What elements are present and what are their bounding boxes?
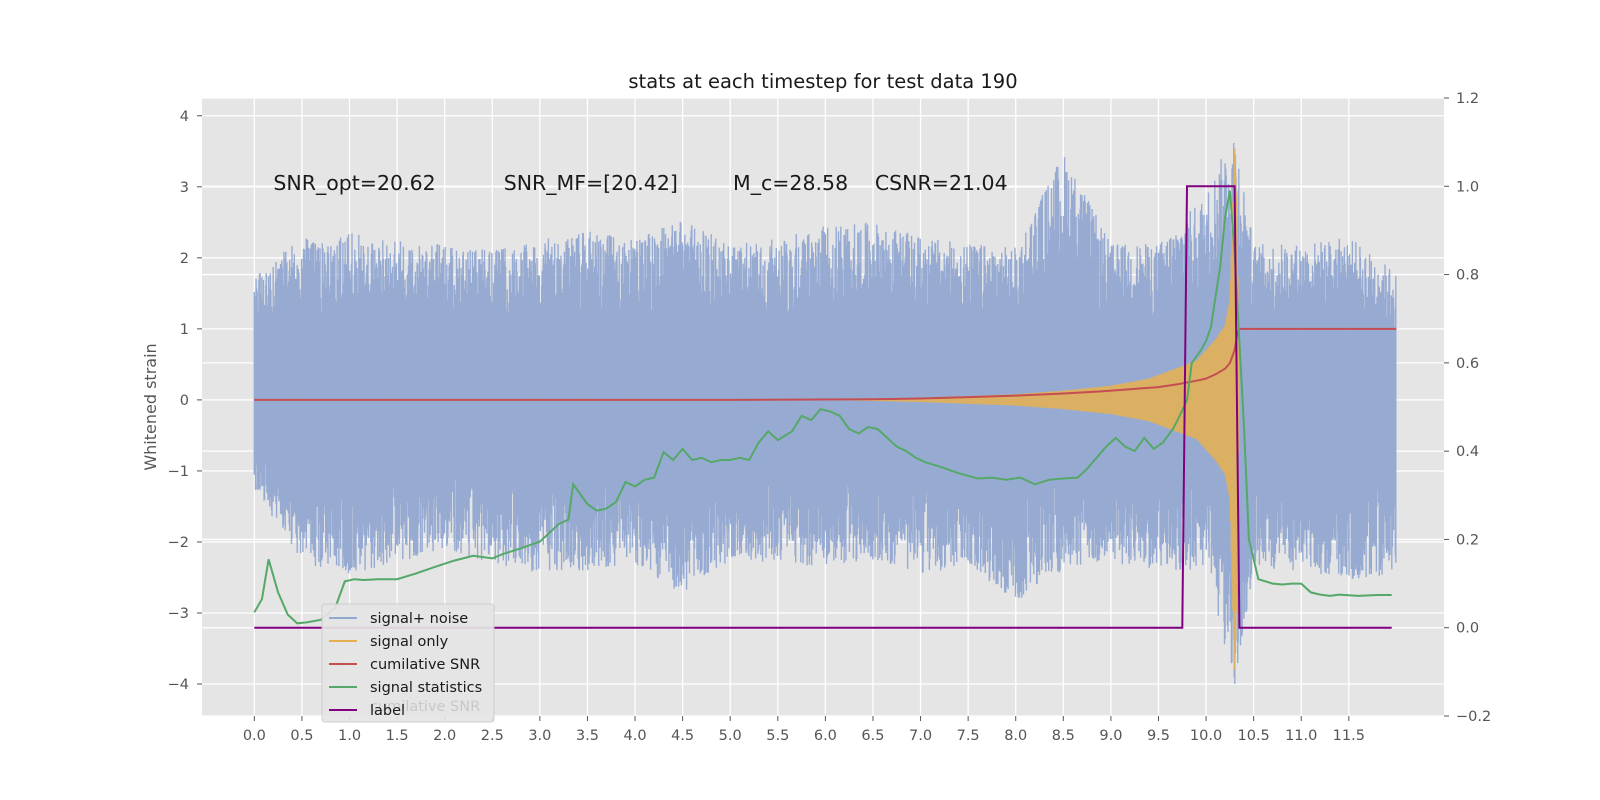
x-tick-label: 4.0 — [624, 728, 647, 744]
y-tick-label: 2 — [180, 251, 189, 267]
series-line — [253, 190, 1392, 625]
x-tick-label: 7.5 — [957, 728, 980, 744]
x-tick-label: 9.5 — [1147, 728, 1170, 744]
x-tick-label: 10.5 — [1238, 728, 1270, 744]
x-tick-label: 4.5 — [671, 728, 694, 744]
x-tick-label: 3.0 — [528, 728, 551, 744]
y2-tick-label: 0.0 — [1456, 621, 1479, 637]
legend-entry: label — [370, 703, 405, 719]
x-tick-label: 11.0 — [1285, 728, 1317, 744]
x-tick-label: 5.5 — [766, 728, 789, 744]
legend: cumilative SNR signal+ noise signal only cu… — [321, 603, 495, 723]
legend-entry: cumilative SNR — [370, 657, 480, 673]
y2-tick-label: 0.2 — [1456, 532, 1479, 548]
y-tick-label: 3 — [180, 180, 189, 196]
x-tick-label: 0.0 — [243, 728, 266, 744]
y-tick-label: −3 — [168, 606, 189, 622]
annotation-text: CSNR=21.04 — [875, 171, 1008, 195]
x-tick-label: 6.0 — [814, 728, 837, 744]
legend-ghost-text: cumilative SNR — [370, 699, 480, 715]
x-tick-label: 11.5 — [1333, 728, 1365, 744]
plot-area — [253, 143, 1397, 684]
x-tick-label: 6.5 — [861, 728, 884, 744]
annotation-text: SNR_MF=[20.42] — [504, 171, 678, 196]
x-tick-label: 10.0 — [1190, 728, 1222, 744]
y2-tick-label: −0.2 — [1456, 709, 1491, 725]
y2-tick-label: 0.4 — [1456, 444, 1479, 460]
legend-entry: signal+ noise — [370, 611, 468, 627]
annotation-text: SNR_opt=20.62 — [273, 171, 435, 196]
y-tick-label: 0 — [180, 393, 189, 409]
axes: 0.0 0.5 1.0 1.5 2.0 2.5 3.0 3.5 4.0 4.5 5.0 5.5 6.0 6… — [168, 91, 1492, 744]
x-tick-label: 2.5 — [481, 728, 504, 744]
x-tick-label: 3.5 — [576, 728, 599, 744]
y-tick-label: −2 — [168, 535, 189, 551]
y2-tick-label: 1.0 — [1456, 179, 1479, 195]
series-signal-statistics — [253, 190, 1392, 625]
x-tick-label: 0.5 — [290, 728, 313, 744]
y2-tick-label: 0.6 — [1456, 356, 1479, 372]
y-tick-label: 4 — [180, 109, 189, 125]
y2-tick-label: 0.8 — [1456, 268, 1479, 284]
y-axis-label: Whitened strain — [141, 343, 160, 470]
x-tick-label: 7.0 — [909, 728, 932, 744]
x-tick-label: 8.0 — [1004, 728, 1027, 744]
y-tick-label: −1 — [168, 464, 189, 480]
series-label — [254, 185, 1392, 629]
legend-frame — [321, 603, 495, 723]
x-tick-label: 1.0 — [338, 728, 361, 744]
y2-tick-label: 1.2 — [1456, 91, 1479, 107]
x-tick-label: 9.0 — [1099, 728, 1122, 744]
y-tick-label: −4 — [168, 677, 189, 693]
chart-title: stats at each timestep for test data 190 — [628, 70, 1017, 93]
series-line — [254, 185, 1392, 629]
x-tick-label: 5.0 — [719, 728, 742, 744]
x-tick-label: 8.5 — [1052, 728, 1075, 744]
legend-entry: signal statistics — [370, 680, 482, 696]
x-tick-label: 1.5 — [386, 728, 409, 744]
annotation-text: M_c=28.58 — [733, 171, 848, 196]
x-tick-label: 2.0 — [433, 728, 456, 744]
legend-entry: signal only — [370, 634, 449, 650]
annotations: SNR_opt=20.62 SNR_MF=[20.42] M_c=28.58 CSNR… — [273, 171, 1007, 196]
y-tick-label: 1 — [180, 322, 189, 338]
